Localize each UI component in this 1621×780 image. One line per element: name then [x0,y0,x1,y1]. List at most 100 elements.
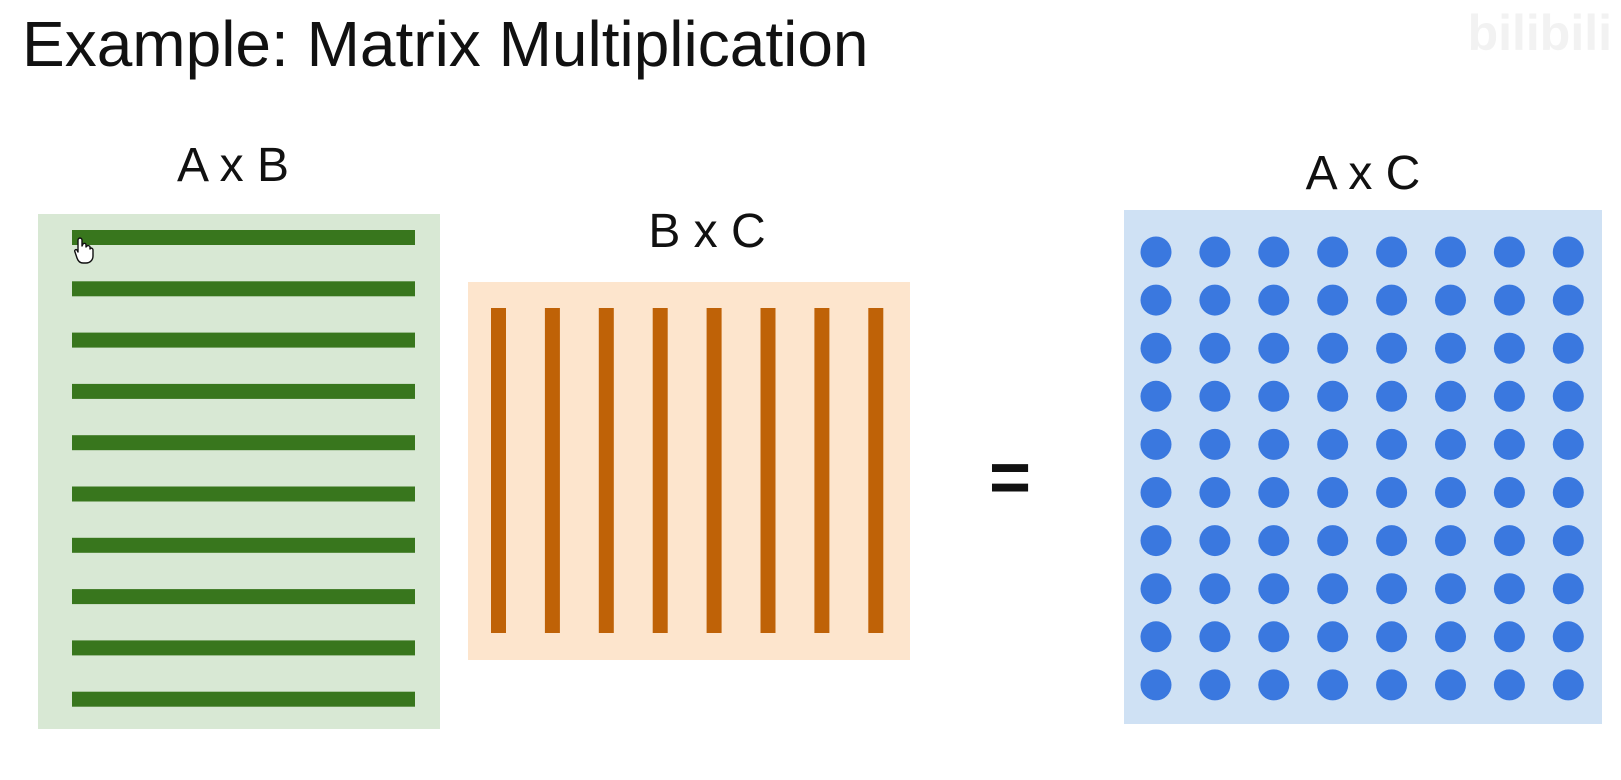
matrix-bc-column [491,308,506,633]
matrix-ac-cell [1435,428,1466,460]
matrix-ac-cell [1317,621,1349,653]
matrix-bc-column [814,308,830,633]
matrix-ac-cell [1376,428,1408,460]
matrix-ab-row [72,640,415,656]
matrix-ac-cell [1376,669,1408,701]
matrix-bc-column [868,308,884,633]
matrix-ac-cell [1493,525,1525,557]
matrix-ac-cell [1140,525,1172,557]
matrix-bc-column [544,308,560,633]
matrix-ac-cell [1140,380,1172,412]
matrix-ac-cells [1140,236,1584,701]
matrix-ac-cell [1199,477,1231,508]
matrix-ac-cell [1493,669,1525,701]
matrix-ac-cell [1376,477,1408,508]
matrix-bc-columns [491,308,884,633]
matrix-ac-cell [1258,284,1290,316]
matrix-ab-row [72,486,415,502]
matrix-bc-column [760,308,776,633]
matrix-ac-cell [1493,573,1525,605]
matrix-ac-cell [1435,380,1466,412]
matrix-ac-cell [1376,284,1408,316]
matrix-ac-cell [1140,332,1172,364]
matrix-ac-cell [1140,284,1172,316]
matrix-ac-cell [1140,477,1172,508]
matrix-ac-cell [1435,477,1466,508]
matrix-ac-cell [1493,284,1525,316]
matrix-ab-row [72,281,415,297]
matrix-ac-cell [1552,332,1584,364]
matrix-ac-cell [1435,284,1466,316]
matrix-ac-cell [1258,332,1290,364]
matrix-ac: A x C [1124,147,1602,724]
matrix-ac-cell [1493,477,1525,508]
page-title: Example: Matrix Multiplication [22,8,869,80]
matrix-ab-label: A x B [177,139,289,192]
matrix-ac-cell [1376,573,1408,605]
matrix-ac-cell [1258,428,1290,460]
matrix-ac-cell [1199,380,1231,412]
matrix-ac-cell [1317,236,1349,268]
matrix-ac-cell [1435,669,1466,701]
matrix-ac-cell [1140,428,1172,460]
matrix-ac-cell [1199,332,1231,364]
matrix-ac-cell [1376,380,1408,412]
matrix-bc-column [652,308,668,633]
matrix-ac-cell [1258,669,1290,701]
matrix-ac-cell [1435,236,1466,268]
matrix-ac-cell [1199,525,1231,557]
matrix-ac-cell [1199,669,1231,701]
matrix-ac-cell [1140,669,1172,701]
matrix-ac-cell [1140,621,1172,653]
matrix-ac-cell [1199,236,1231,268]
matrix-ac-cell [1258,621,1290,653]
matrix-ac-cell [1552,525,1584,557]
matrix-ac-cell [1552,477,1584,508]
hand-cursor-icon [74,237,94,264]
matrix-ac-cell [1199,428,1231,460]
matrix-ab: A x B [38,139,440,729]
matrix-ac-cell [1258,477,1290,508]
matrix-ac-cell [1317,525,1349,557]
matrix-bc-column [706,308,722,633]
matrix-ac-cell [1376,332,1408,364]
equals-sign: = [989,438,1031,518]
matrix-bc: B x C [468,205,910,660]
matrix-ac-cell [1140,236,1172,268]
matrix-ac-cell [1493,332,1525,364]
matrix-ac-cell [1317,284,1349,316]
matrix-ac-cell [1317,332,1349,364]
matrix-ac-cell [1493,428,1525,460]
matrix-ac-cell [1552,284,1584,316]
matrix-ab-row [72,332,415,348]
matrix-ab-row [72,435,415,451]
matrix-bc-column [598,308,614,633]
matrix-ac-cell [1317,380,1349,412]
matrix-ac-cell [1258,380,1290,412]
matrix-ac-cell [1199,284,1231,316]
matrix-ac-cell [1376,621,1408,653]
matrix-ab-row [72,691,415,707]
matrix-ac-cell [1376,236,1408,268]
matrix-ab-row [72,383,415,399]
matrix-ac-cell [1317,573,1349,605]
matrix-ac-cell [1140,573,1172,605]
matrix-ac-cell [1258,525,1290,557]
matrix-ac-cell [1317,669,1349,701]
matrix-bc-label: B x C [648,205,765,258]
matrix-ac-cell [1493,380,1525,412]
matrix-ac-cell [1493,236,1525,268]
matrix-ac-cell [1435,332,1466,364]
matrix-ac-cell [1258,573,1290,605]
matrix-bc-background [468,282,910,660]
watermark: bilibili [1468,5,1612,61]
matrix-ac-cell [1435,525,1466,557]
matrix-ac-cell [1552,428,1584,460]
matrix-ac-cell [1493,621,1525,653]
matrix-ac-cell [1199,621,1231,653]
matrix-ac-cell [1552,236,1584,268]
matrix-ac-cell [1317,477,1349,508]
matrix-ac-cell [1552,669,1584,701]
matrix-ab-rows [72,230,415,707]
